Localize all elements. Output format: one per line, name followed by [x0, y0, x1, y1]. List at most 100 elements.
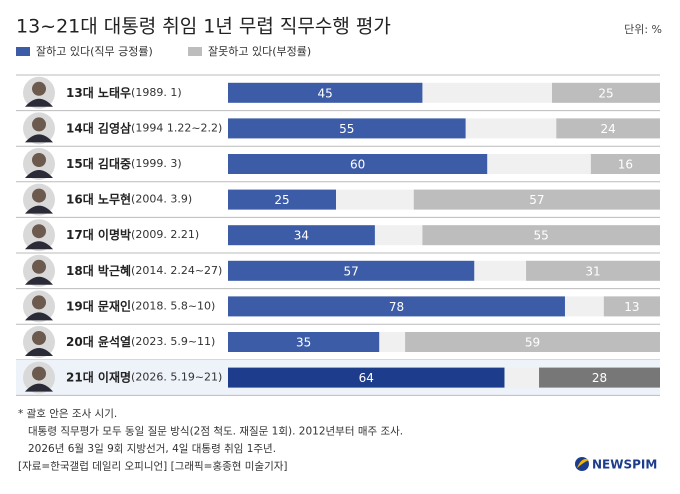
portrait-body	[25, 205, 53, 214]
portrait-body	[25, 383, 53, 392]
row-label: 16대 노무현(2004. 3.9)	[66, 191, 192, 206]
portrait-body	[25, 312, 53, 321]
portrait-head	[32, 188, 46, 203]
survey-period: (2018. 5.8~10)	[131, 299, 215, 312]
value-label: 64	[359, 371, 374, 385]
value-label: 31	[585, 264, 600, 278]
portrait-head	[32, 153, 46, 167]
president-name: 14대 김영삼	[66, 120, 131, 135]
negative-bar	[590, 154, 660, 174]
value-label: 45	[318, 86, 333, 100]
footnote: 대통령 직무평가 모두 동일 질문 방식(2점 척도. 재질문 1회). 201…	[28, 425, 403, 438]
value-label: 57	[343, 264, 358, 278]
president-name: 19대 문재인	[66, 298, 131, 313]
row-label: 15대 김대중(1999. 3)	[66, 156, 182, 171]
legend-swatch	[16, 47, 30, 56]
president-name: 13대 노태우	[66, 84, 131, 99]
positive-bar	[228, 296, 565, 317]
negative-bar	[539, 367, 660, 388]
unit-label: 단위: %	[624, 23, 662, 36]
negative-bar	[405, 332, 660, 352]
value-label: 57	[529, 193, 544, 207]
row-label: 14대 김영삼(1994 1.22~2.2)	[66, 120, 222, 135]
survey-period: (1999. 3)	[131, 157, 182, 170]
portrait-body	[25, 134, 53, 143]
row-label: 19대 문재인(2018. 5.8~10)	[66, 298, 215, 313]
survey-period: (2023. 5.9~11)	[131, 335, 215, 348]
portrait-body	[25, 276, 53, 285]
positive-bar	[228, 154, 488, 174]
president-name: 15대 김대중	[66, 156, 131, 171]
portrait-body	[25, 348, 53, 356]
logo-text: NEWSPIM	[592, 458, 657, 472]
negative-bar	[526, 260, 660, 281]
portrait-body	[25, 170, 53, 178]
chart-title: 13~21대 대통령 취임 1년 무렵 직무수행 평가	[16, 16, 391, 38]
president-name: 18대 박근혜	[66, 262, 131, 277]
president-name: 17대 이명박	[66, 227, 131, 242]
portrait-head	[32, 224, 46, 239]
portrait-head	[32, 295, 46, 310]
portrait	[23, 219, 55, 252]
negative-bar	[556, 118, 660, 139]
portrait-head	[32, 366, 46, 381]
negative-bar	[422, 225, 660, 246]
legend-label: 잘하고 있다(직무 긍정률)	[36, 44, 153, 58]
portrait	[23, 290, 55, 323]
negative-bar	[603, 296, 660, 317]
survey-period: (2014. 2.24~27)	[131, 264, 222, 277]
portrait-body	[25, 241, 53, 250]
negative-bar	[413, 189, 660, 210]
value-label: 78	[389, 300, 404, 314]
portrait	[23, 361, 55, 394]
value-label: 35	[296, 336, 311, 350]
survey-period: (2004. 3.9)	[131, 193, 192, 206]
legend-label: 잘못하고 있다(부정률)	[208, 44, 311, 58]
positive-bar	[228, 118, 466, 139]
row-label: 18대 박근혜(2014. 2.24~27)	[66, 262, 222, 277]
value-label: 16	[618, 158, 633, 172]
positive-bar	[228, 332, 380, 352]
value-label: 25	[274, 193, 289, 207]
footnote: * 괄호 안은 조사 시기.	[18, 408, 117, 420]
value-label: 28	[592, 371, 607, 385]
survey-period: (1994 1.22~2.2)	[131, 121, 222, 134]
portrait-head	[32, 81, 46, 96]
row-label: 21대 이재명(2026. 5.19~21)	[66, 369, 222, 384]
legend-swatch	[188, 47, 202, 56]
positive-bar	[228, 367, 505, 388]
president-name: 16대 노무현	[66, 191, 131, 206]
survey-period: (2009. 2.21)	[131, 228, 199, 241]
value-label: 55	[534, 229, 549, 243]
portrait-head	[32, 259, 46, 274]
row-label: 20대 윤석열(2023. 5.9~11)	[66, 334, 215, 349]
portrait	[23, 183, 55, 216]
logo-mark-accent	[577, 459, 589, 468]
portrait	[23, 148, 55, 180]
portrait-head	[32, 331, 46, 345]
portrait-body	[25, 98, 53, 107]
positive-bar	[228, 225, 375, 246]
negative-bar	[552, 82, 660, 103]
value-label: 55	[339, 122, 354, 136]
positive-bar	[228, 189, 336, 210]
president-name: 21대 이재명	[66, 369, 131, 384]
value-label: 34	[294, 229, 309, 243]
portrait-head	[32, 117, 46, 132]
portrait	[23, 112, 55, 145]
value-label: 24	[601, 122, 616, 136]
row-label: 17대 이명박(2009. 2.21)	[66, 227, 199, 242]
footnote: 2026년 6월 3일 9회 지방선거, 4일 대통령 취임 1주년.	[28, 442, 276, 455]
portrait	[23, 76, 55, 109]
portrait	[23, 254, 55, 287]
value-label: 13	[624, 300, 639, 314]
president-name: 20대 윤석열	[66, 334, 131, 349]
value-label: 25	[598, 86, 613, 100]
survey-period: (2026. 5.19~21)	[131, 371, 222, 384]
survey-period: (1989. 1)	[131, 86, 182, 99]
value-label: 60	[350, 158, 365, 172]
row-label: 13대 노태우(1989. 1)	[66, 84, 182, 99]
positive-bar	[228, 260, 475, 281]
positive-bar	[228, 82, 423, 103]
